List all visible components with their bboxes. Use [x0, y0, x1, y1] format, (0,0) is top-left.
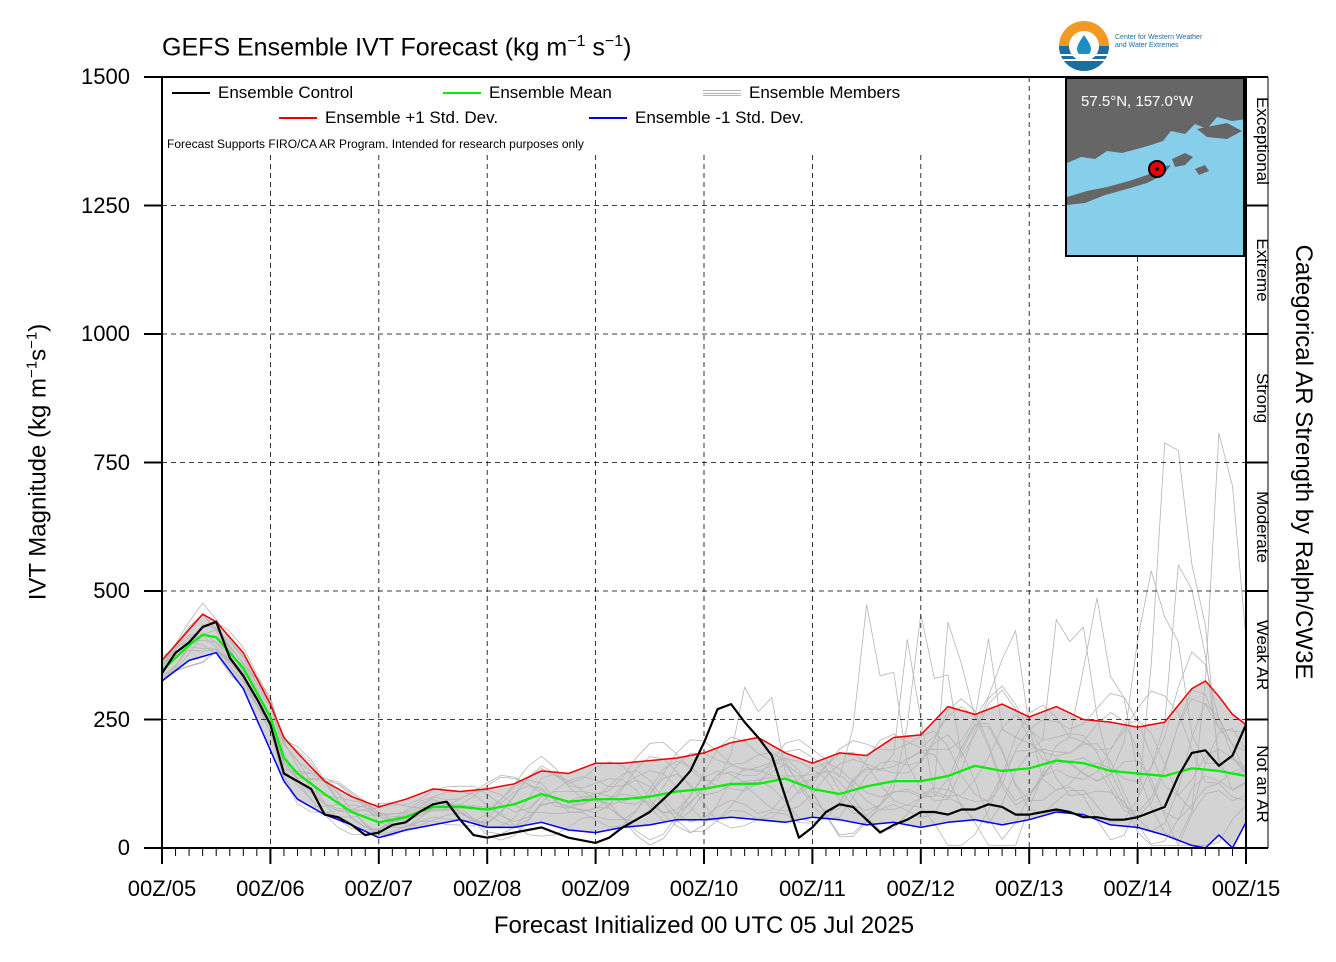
legend-members: Ensemble Members — [703, 83, 900, 103]
legend-mean: Ensemble Mean — [443, 83, 612, 103]
location-inset-map: 57.5°N, 157.0°W — [1065, 77, 1245, 257]
legend-minus-std: Ensemble -1 Std. Dev. — [589, 108, 804, 128]
category-label: Not an AR — [1253, 745, 1272, 823]
legend-control-swatch — [172, 92, 210, 94]
x-axis-label: Forecast Initialized 00 UTC 05 Jul 2025 — [493, 912, 915, 939]
legend-control-label: Ensemble Control — [218, 83, 354, 102]
y-tick-label: 750 — [93, 449, 130, 475]
y-axis-label: IVT Magnitude (kg m−1s−1) — [23, 323, 52, 601]
x-tick-label: 00Z/11 — [778, 876, 846, 901]
legend-plus-label: Ensemble +1 Std. Dev. — [325, 108, 499, 127]
x-tick-label: 00Z/07 — [344, 876, 414, 901]
inset-map-land — [1067, 79, 1243, 205]
y-tick-label: 500 — [93, 578, 130, 603]
y-tick-label: 1500 — [81, 64, 130, 89]
x-tick-label: 00Z/14 — [1103, 876, 1172, 901]
legend-minus-label: Ensemble -1 Std. Dev. — [635, 108, 804, 127]
category-label: Extreme — [1253, 238, 1272, 302]
y-tick-label: 1000 — [81, 321, 130, 346]
disclaimer-note: Forecast Supports FIRO/CA AR Program. In… — [167, 137, 584, 151]
category-label: Moderate — [1253, 490, 1272, 563]
x-tick-label: 00Z/13 — [994, 876, 1064, 901]
x-tick-label: 00Z/08 — [452, 876, 522, 901]
legend-plus-swatch — [279, 117, 317, 119]
cw3e-logo-icon — [1058, 20, 1110, 72]
x-tick-label: 00Z/09 — [561, 876, 630, 901]
category-label: Strong — [1253, 373, 1272, 424]
right-axis-label: Categorical AR Strength by Ralph/CW3E — [1290, 244, 1317, 680]
legend-minus-swatch — [589, 117, 627, 119]
series-control-line — [161, 620, 1248, 845]
y-tick-label: 0 — [117, 835, 130, 860]
x-tick-label: 00Z/05 — [127, 876, 197, 901]
ensemble-member-line — [161, 629, 1247, 828]
series-plus-std-line — [161, 613, 1247, 808]
x-tick-label: 00Z/06 — [236, 876, 305, 901]
x-tick-label: 00Z/12 — [886, 876, 956, 901]
legend-members-label: Ensemble Members — [749, 83, 901, 102]
ensemble-member-line — [161, 597, 1247, 840]
legend-control: Ensemble Control — [172, 83, 353, 103]
y-tick-label: 1250 — [81, 192, 130, 218]
legend-mean-swatch — [443, 92, 481, 94]
legend-mean-label: Ensemble Mean — [489, 83, 612, 102]
chart-title: GEFS Ensemble IVT Forecast (kg m−1 s−1) — [162, 33, 632, 62]
inset-location-label: 57.5°N, 157.0°W — [1081, 93, 1194, 110]
legend-members-swatch — [703, 90, 741, 96]
logo-text: Center for Western Weather and Water Ext… — [1115, 34, 1203, 49]
y-tick-label: 250 — [93, 706, 130, 732]
x-tick-label: 00Z/15 — [1211, 876, 1281, 901]
category-label: Weak AR — [1253, 619, 1272, 691]
series-mean-line — [161, 633, 1247, 824]
category-label: Exceptional — [1253, 97, 1272, 186]
legend-plus-std: Ensemble +1 Std. Dev. — [279, 108, 498, 128]
x-tick-label: 00Z/10 — [669, 876, 739, 901]
